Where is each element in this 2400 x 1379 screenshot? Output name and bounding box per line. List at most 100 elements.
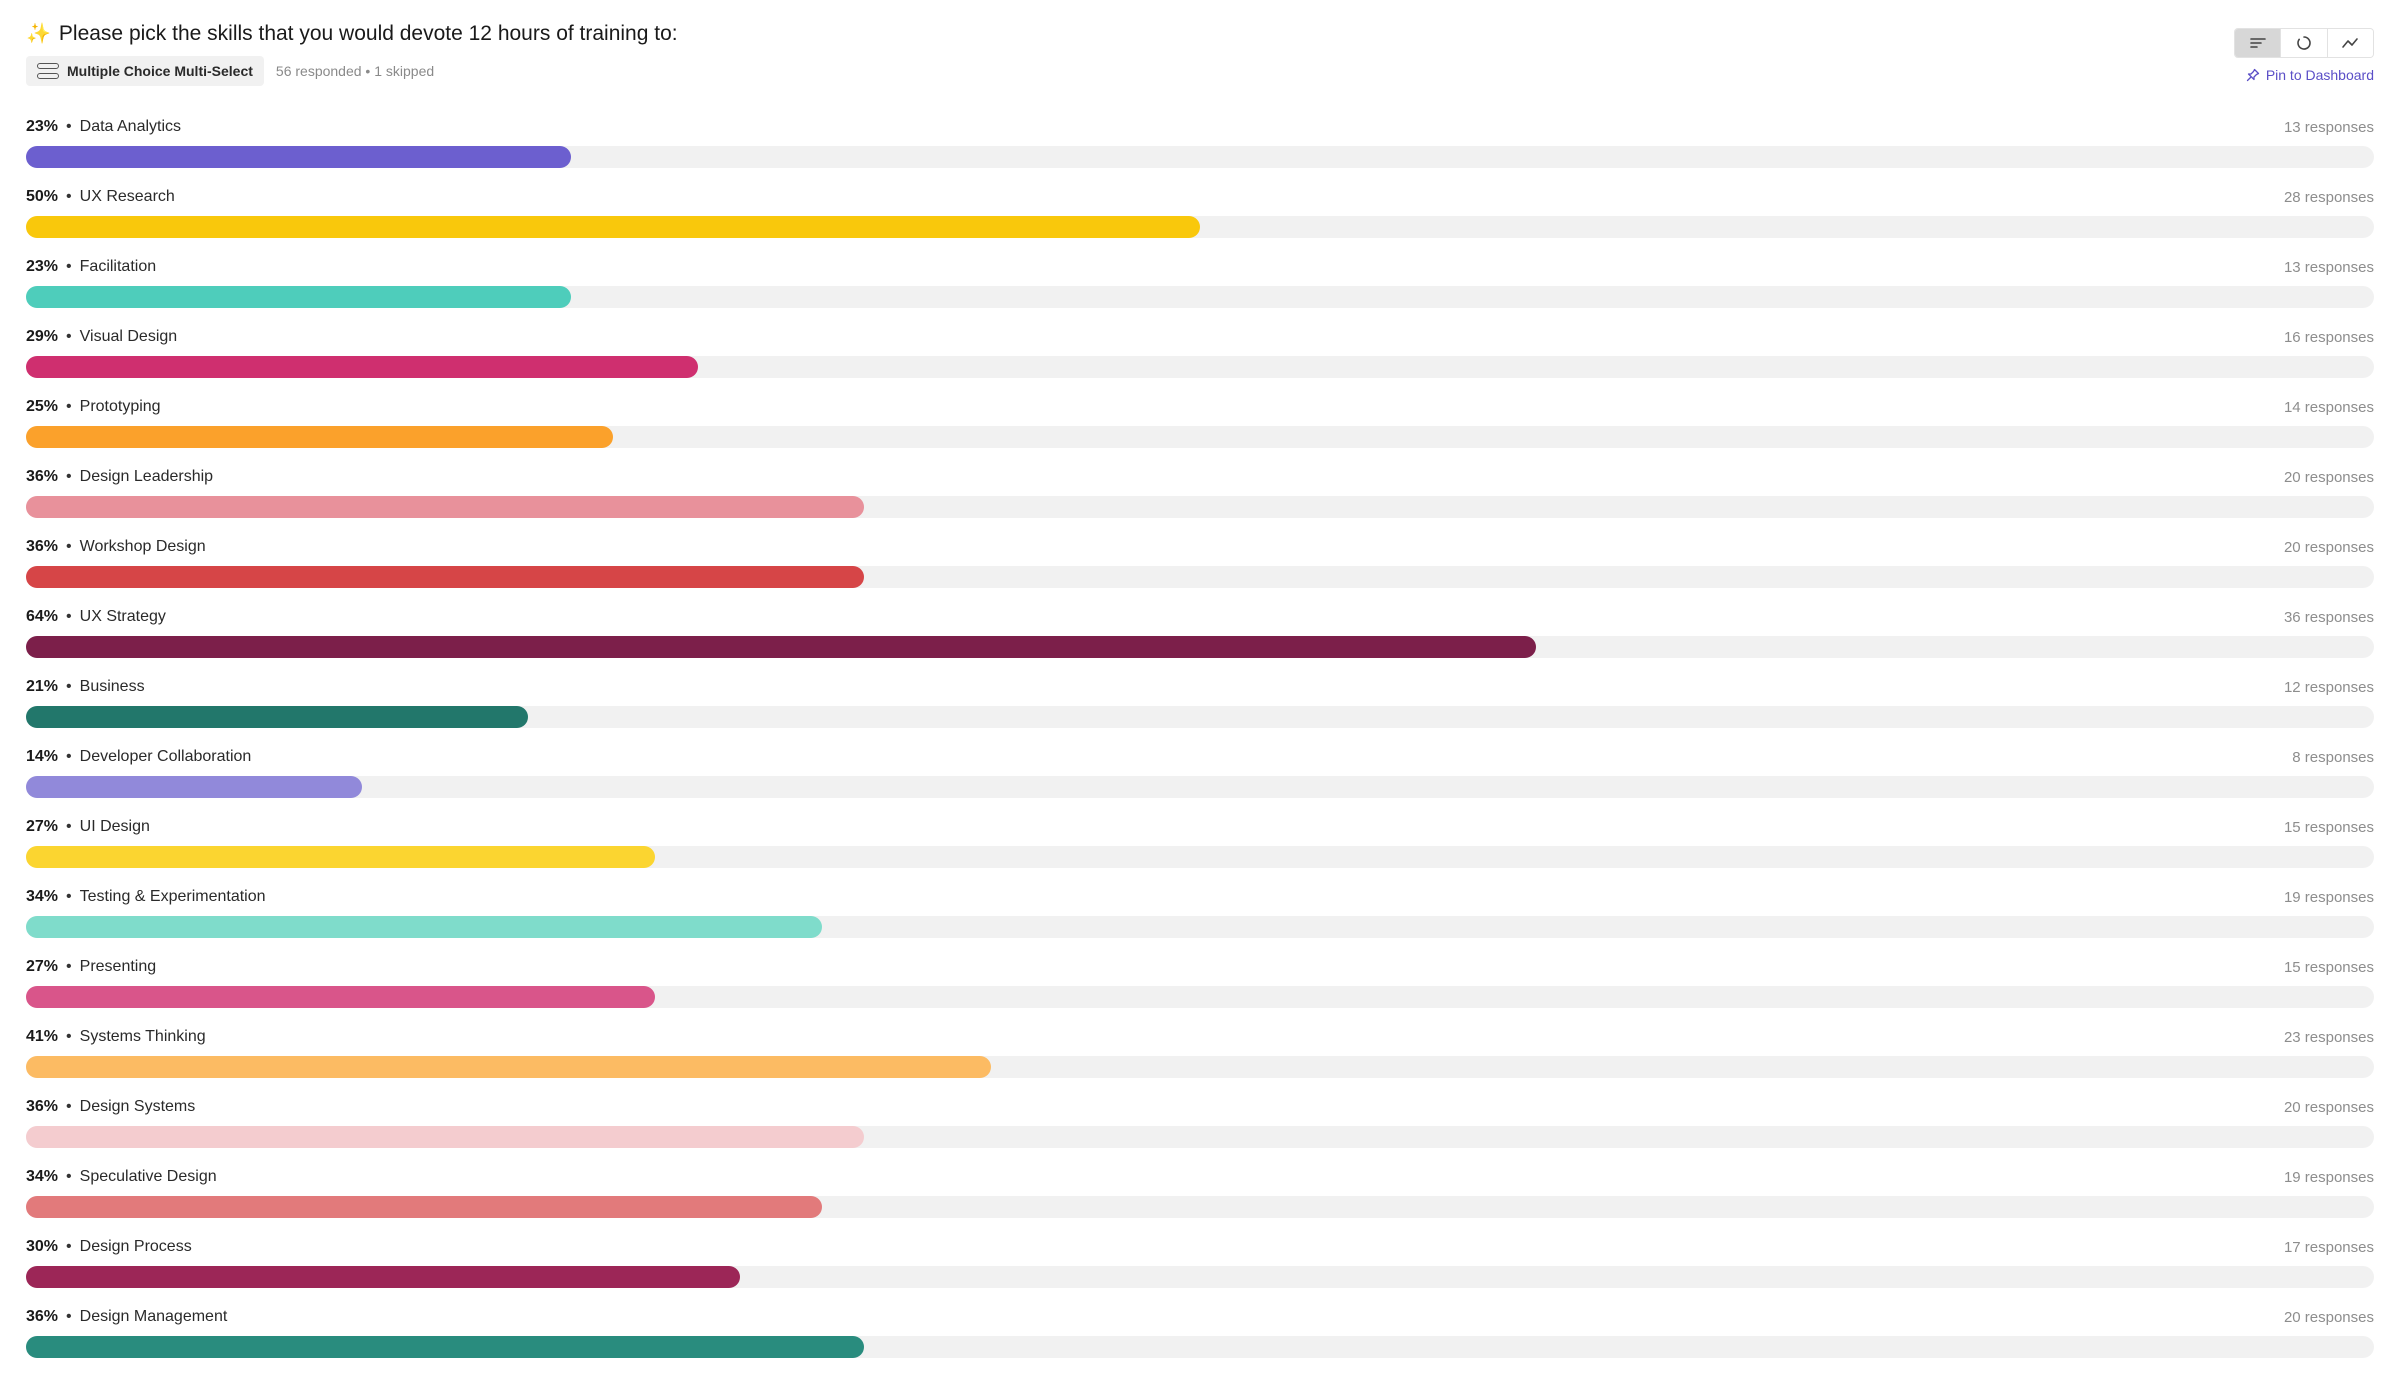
- answer-row: 36% • Design Systems 20 responses: [26, 1090, 2374, 1160]
- answer-label: Workshop Design: [79, 538, 206, 555]
- answer-response-count: 20 responses: [2283, 468, 2374, 486]
- bar-fill: [26, 706, 529, 728]
- trend-view-button[interactable]: [2327, 29, 2373, 57]
- pin-to-dashboard-link[interactable]: Pin to Dashboard: [2246, 67, 2374, 83]
- donut-view-button[interactable]: [2281, 29, 2328, 57]
- answer-label: Data Analytics: [79, 118, 182, 135]
- bar-track: [26, 216, 2374, 238]
- answer-label: Business: [79, 678, 145, 695]
- separator-dot: •: [66, 1308, 72, 1325]
- bar-track: [26, 986, 2374, 1008]
- response-stats: 56 responded • 1 skipped: [275, 63, 435, 79]
- bar-track: [26, 1126, 2374, 1148]
- bar-track: [26, 1266, 2374, 1288]
- answer-row: 64% • UX Strategy 36 responses: [26, 600, 2374, 670]
- answer-row-header: 41% • Systems Thinking 23 responses: [26, 1026, 2374, 1048]
- answer-row: 25% • Prototyping 14 responses: [26, 390, 2374, 460]
- answer-row: 30% • Design Process 17 responses: [26, 1230, 2374, 1300]
- answer-response-count: 15 responses: [2283, 818, 2374, 836]
- answer-row: 29% • Visual Design 16 responses: [26, 320, 2374, 390]
- separator-dot: •: [66, 188, 72, 205]
- answer-row-header: 21% • Business 12 responses: [26, 676, 2374, 698]
- question-header: ✨ Please pick the skills that you would …: [26, 18, 2374, 98]
- answer-percent: 50%: [26, 188, 59, 205]
- bar-fill: [26, 566, 865, 588]
- answer-row-header: 23% • Facilitation 13 responses: [26, 256, 2374, 278]
- answer-percent: 36%: [26, 468, 59, 485]
- question-type-label: Multiple Choice Multi-Select: [67, 63, 253, 79]
- answer-response-count: 17 responses: [2283, 1238, 2374, 1256]
- answer-response-count: 14 responses: [2283, 398, 2374, 416]
- bar-fill: [26, 356, 698, 378]
- answer-response-count: 36 responses: [2283, 608, 2374, 626]
- answer-percent: 23%: [26, 258, 59, 275]
- bar-fill: [26, 986, 656, 1008]
- answer-label: Speculative Design: [79, 1168, 217, 1185]
- answer-label: Design Management: [79, 1308, 228, 1325]
- answer-response-count: 19 responses: [2283, 888, 2374, 906]
- bar-fill: [26, 916, 822, 938]
- separator-dot: •: [66, 398, 72, 415]
- separator-dot: •: [66, 1098, 72, 1115]
- answer-row-header: 27% • UI Design 15 responses: [26, 816, 2374, 838]
- answer-percent: 36%: [26, 1308, 59, 1325]
- answer-response-count: 13 responses: [2283, 258, 2374, 276]
- answer-row-header: 64% • UX Strategy 36 responses: [26, 606, 2374, 628]
- bar-fill: [26, 1336, 865, 1358]
- answer-row: 36% • Workshop Design 20 responses: [26, 530, 2374, 600]
- answer-label: Developer Collaboration: [79, 748, 252, 765]
- answer-percent: 21%: [26, 678, 59, 695]
- bar-view-button[interactable]: [2235, 29, 2282, 57]
- answer-label: UX Research: [79, 188, 175, 205]
- answer-label: UX Strategy: [79, 608, 166, 625]
- donut-icon: [2297, 36, 2311, 50]
- answer-row-header: 50% • UX Research 28 responses: [26, 186, 2374, 208]
- bar-track: [26, 1336, 2374, 1358]
- pin-label: Pin to Dashboard: [2265, 67, 2374, 83]
- answer-response-count: 16 responses: [2283, 328, 2374, 346]
- bar-track: [26, 706, 2374, 728]
- answer-row: 27% • Presenting 15 responses: [26, 950, 2374, 1020]
- answer-row-header: 36% • Workshop Design 20 responses: [26, 536, 2374, 558]
- answer-response-count: 8 responses: [2292, 748, 2374, 766]
- answer-label: Design Systems: [79, 1098, 196, 1115]
- bar-fill: [26, 216, 1200, 238]
- separator-dot: •: [66, 608, 72, 625]
- bar-fill: [26, 146, 571, 168]
- answer-label: Visual Design: [79, 328, 178, 345]
- bar-track: [26, 146, 2374, 168]
- answer-row: 14% • Developer Collaboration 8 responses: [26, 740, 2374, 810]
- answer-row: 27% • UI Design 15 responses: [26, 810, 2374, 880]
- answer-row-header: 27% • Presenting 15 responses: [26, 956, 2374, 978]
- answer-percent: 23%: [26, 118, 59, 135]
- answer-row-header: 29% • Visual Design 16 responses: [26, 326, 2374, 348]
- answer-percent: 27%: [26, 958, 59, 975]
- bar-fill: [26, 636, 1536, 658]
- answer-row-header: 30% • Design Process 17 responses: [26, 1236, 2374, 1258]
- bar-fill: [26, 846, 656, 868]
- answer-row-header: 36% • Design Management 20 responses: [26, 1306, 2374, 1328]
- question-text: Please pick the skills that you would de…: [58, 22, 678, 45]
- answer-label: Systems Thinking: [79, 1028, 206, 1045]
- bar-track: [26, 1196, 2374, 1218]
- answer-row-header: 25% • Prototyping 14 responses: [26, 396, 2374, 418]
- answer-row: 50% • UX Research 28 responses: [26, 180, 2374, 250]
- separator-dot: •: [66, 1168, 72, 1185]
- bar-fill: [26, 1196, 822, 1218]
- bar-track: [26, 1056, 2374, 1078]
- answer-row: 36% • Design Leadership 20 responses: [26, 460, 2374, 530]
- bar-fill: [26, 1266, 740, 1288]
- answer-percent: 14%: [26, 748, 59, 765]
- chart-view-toggle: [2234, 28, 2374, 58]
- bar-fill: [26, 776, 362, 798]
- bar-track: [26, 636, 2374, 658]
- bar-fill: [26, 426, 613, 448]
- bar-track: [26, 356, 2374, 378]
- answer-row-header: 14% • Developer Collaboration 8 responses: [26, 746, 2374, 768]
- answer-percent: 34%: [26, 1168, 59, 1185]
- bar-track: [26, 846, 2374, 868]
- answer-percent: 36%: [26, 1098, 59, 1115]
- multi-select-icon: [37, 63, 59, 79]
- answer-row-header: 36% • Design Systems 20 responses: [26, 1096, 2374, 1118]
- separator-dot: •: [66, 468, 72, 485]
